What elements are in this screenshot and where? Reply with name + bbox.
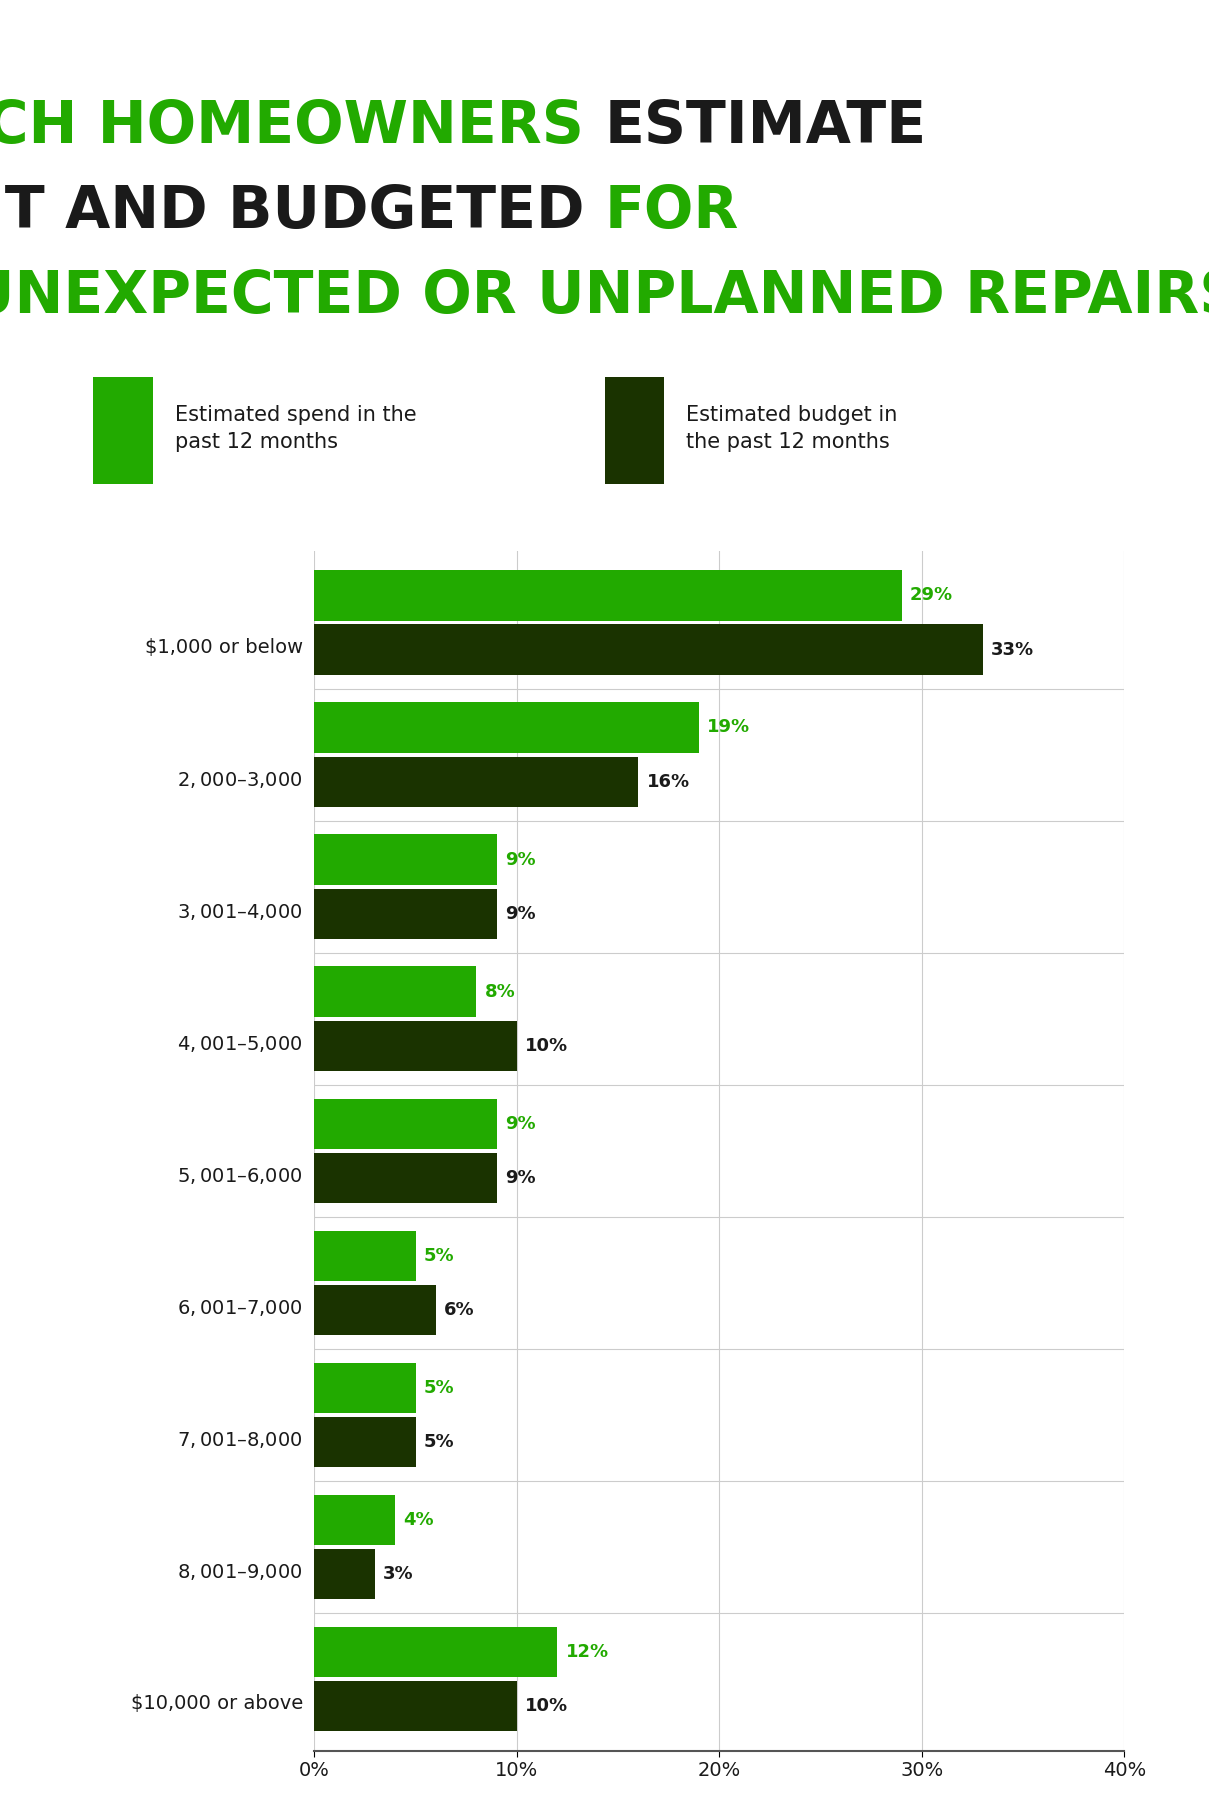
Text: 9%: 9%	[504, 904, 536, 922]
Bar	[314, 834, 497, 884]
Text: Estimated spend in the
past 12 months: Estimated spend in the past 12 months	[175, 406, 416, 451]
Text: ESTIMATE: ESTIMATE	[604, 97, 926, 155]
Bar	[314, 1363, 416, 1413]
Bar	[314, 1153, 497, 1202]
Bar	[314, 888, 497, 939]
Text: Estimated budget in
the past 12 months: Estimated budget in the past 12 months	[687, 406, 897, 451]
Bar	[314, 702, 699, 753]
Bar	[314, 1680, 517, 1731]
Text: 8%: 8%	[485, 982, 515, 1000]
Bar	[314, 1285, 436, 1336]
Text: 5%: 5%	[423, 1379, 455, 1397]
Text: 5%: 5%	[423, 1247, 455, 1265]
Bar	[314, 1020, 517, 1070]
Text: 16%: 16%	[647, 773, 689, 791]
Text: 4%: 4%	[404, 1511, 434, 1529]
Bar	[314, 1231, 416, 1282]
Text: 10%: 10%	[525, 1697, 568, 1715]
Text: 12%: 12%	[566, 1643, 608, 1661]
Bar	[314, 625, 983, 675]
Bar	[604, 377, 665, 484]
Text: 5%: 5%	[423, 1433, 455, 1451]
Bar	[314, 756, 638, 807]
Text: 19%: 19%	[707, 718, 751, 736]
Text: 6%: 6%	[444, 1301, 475, 1319]
Text: 3%: 3%	[383, 1565, 413, 1583]
Text: 9%: 9%	[504, 850, 536, 868]
Text: UNEXPECTED OR UNPLANNED REPAIRS: UNEXPECTED OR UNPLANNED REPAIRS	[0, 267, 1209, 325]
Text: FOR: FOR	[604, 182, 739, 240]
Bar	[93, 377, 152, 484]
Bar	[314, 1099, 497, 1148]
Bar	[314, 1495, 395, 1545]
Text: THEY SPENT AND BUDGETED: THEY SPENT AND BUDGETED	[0, 182, 604, 240]
Bar	[314, 1417, 416, 1467]
Text: 10%: 10%	[525, 1036, 568, 1054]
Bar	[314, 570, 902, 621]
Text: HOW MUCH HOMEOWNERS: HOW MUCH HOMEOWNERS	[0, 97, 604, 155]
Text: 9%: 9%	[504, 1170, 536, 1186]
Bar	[314, 966, 476, 1016]
Text: 29%: 29%	[909, 587, 953, 605]
Text: 33%: 33%	[990, 641, 1034, 659]
Bar	[314, 1549, 375, 1599]
Bar	[314, 1626, 557, 1677]
Text: 9%: 9%	[504, 1115, 536, 1132]
